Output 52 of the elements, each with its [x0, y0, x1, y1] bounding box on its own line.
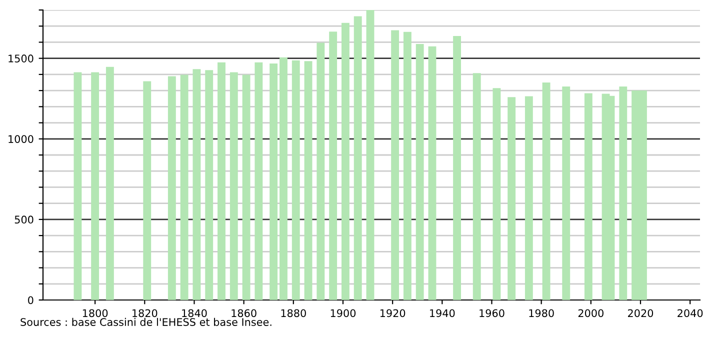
bar	[280, 57, 288, 300]
x-tick-label: 1920	[380, 309, 406, 318]
bar	[391, 30, 400, 300]
bar	[168, 76, 176, 300]
x-tick-label: 1900	[330, 309, 356, 318]
bar	[230, 72, 238, 300]
x-tick-label: 1880	[281, 309, 306, 318]
bar	[218, 62, 226, 300]
bar	[366, 10, 374, 300]
x-tick-label: 2000	[578, 309, 604, 318]
bar	[428, 46, 436, 300]
bar	[205, 70, 214, 300]
bar	[180, 74, 188, 300]
bar	[91, 72, 100, 300]
x-tick-label: 1980	[529, 309, 554, 318]
bar	[342, 22, 350, 300]
bar	[74, 72, 82, 300]
bar	[143, 81, 152, 300]
bar	[562, 86, 570, 300]
bar	[329, 32, 338, 300]
bar	[242, 74, 250, 300]
bar	[542, 82, 550, 300]
bar	[508, 97, 516, 300]
bar	[192, 69, 201, 300]
bar	[403, 32, 412, 300]
bar	[254, 62, 263, 300]
x-tick-label: 1860	[232, 309, 256, 318]
bar	[292, 60, 300, 300]
bar	[619, 86, 628, 300]
bar	[270, 63, 278, 300]
x-tick-label: 1800	[82, 309, 108, 318]
x-tick-label: 1940	[430, 309, 455, 318]
source-note: Sources : base Cassini de l'EHESS et base Insee.	[20, 318, 272, 326]
y-tick-label: 1000	[8, 135, 34, 143]
bar	[524, 96, 533, 300]
bar	[416, 44, 424, 300]
bar	[584, 93, 592, 300]
y-tick-label: 500	[14, 216, 34, 224]
x-tick-label: 1960	[480, 309, 504, 318]
y-tick-label: 1500	[8, 54, 34, 62]
x-tick-label: 2040	[678, 309, 703, 318]
bar	[304, 61, 312, 300]
bar	[354, 16, 362, 300]
x-tick-label: 1840	[182, 309, 207, 318]
bar	[492, 88, 501, 300]
bar	[453, 36, 461, 300]
bar	[316, 42, 325, 300]
x-tick-label: 1820	[132, 309, 158, 318]
bar	[472, 73, 481, 300]
y-tick-label: 0	[28, 296, 34, 304]
x-tick-label: 2020	[628, 309, 654, 318]
bar	[106, 66, 114, 300]
